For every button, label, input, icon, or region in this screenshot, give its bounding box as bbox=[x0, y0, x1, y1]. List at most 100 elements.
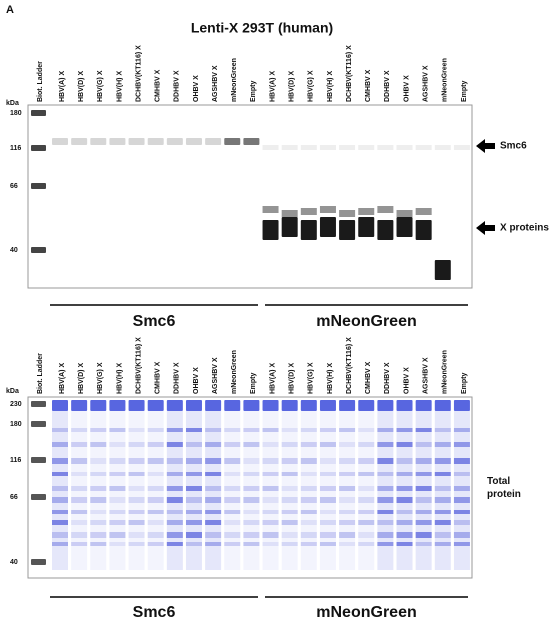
protein-band bbox=[377, 520, 394, 525]
protein-band bbox=[71, 472, 88, 476]
protein-band bbox=[52, 458, 68, 464]
protein-band bbox=[243, 442, 260, 447]
protein-band bbox=[396, 472, 413, 476]
kda-label: kDa bbox=[6, 100, 19, 107]
protein-band bbox=[262, 542, 279, 546]
protein-band bbox=[147, 542, 164, 546]
protein-band bbox=[358, 442, 375, 447]
protein-band bbox=[205, 458, 222, 464]
protein-band bbox=[377, 458, 394, 464]
protein-band bbox=[243, 428, 260, 432]
x-band-upper bbox=[319, 206, 336, 213]
top-band bbox=[434, 400, 451, 411]
protein-band bbox=[358, 520, 375, 525]
protein-band bbox=[281, 510, 298, 514]
protein-band bbox=[109, 542, 126, 546]
protein-band bbox=[281, 472, 298, 476]
protein-band bbox=[434, 458, 451, 464]
protein-band bbox=[434, 486, 451, 491]
protein-band bbox=[339, 542, 356, 546]
x-band bbox=[262, 220, 279, 240]
lane-label: OHBV X bbox=[403, 75, 410, 102]
ladder-band bbox=[31, 110, 46, 116]
protein-band bbox=[415, 458, 432, 464]
protein-band bbox=[300, 428, 317, 432]
top-band bbox=[224, 400, 241, 411]
marker-label: 230 bbox=[10, 401, 22, 408]
x-band bbox=[377, 220, 394, 240]
protein-band bbox=[90, 532, 107, 538]
protein-band bbox=[339, 520, 356, 525]
protein-band bbox=[262, 510, 279, 514]
smc6-band bbox=[224, 138, 241, 145]
protein-band bbox=[434, 520, 451, 525]
protein-band bbox=[396, 510, 413, 514]
protein-band bbox=[281, 497, 298, 503]
smc6-band bbox=[396, 145, 413, 150]
protein-band bbox=[434, 497, 451, 503]
protein-band bbox=[243, 532, 260, 538]
protein-band bbox=[319, 542, 336, 546]
lane-label: HBV(H) X bbox=[327, 363, 334, 394]
lane-smear bbox=[281, 410, 298, 570]
arrow bbox=[476, 221, 495, 235]
smc6-band bbox=[262, 145, 279, 150]
protein-band bbox=[377, 486, 394, 491]
lane-label: DCHBV(KT116) X bbox=[346, 45, 353, 102]
lane-smear bbox=[205, 410, 222, 570]
x-band bbox=[300, 220, 317, 240]
protein-band bbox=[166, 472, 183, 476]
protein-band bbox=[300, 532, 317, 538]
protein-band bbox=[415, 497, 432, 503]
protein-band bbox=[205, 520, 222, 525]
protein-band bbox=[377, 510, 394, 514]
top-band bbox=[147, 400, 164, 411]
protein-band bbox=[396, 497, 413, 503]
protein-band bbox=[415, 442, 432, 447]
annotation: X proteins bbox=[500, 223, 549, 234]
protein-band bbox=[281, 486, 298, 491]
protein-band bbox=[434, 472, 451, 476]
protein-band bbox=[262, 520, 279, 525]
protein-band bbox=[166, 520, 183, 525]
protein-band bbox=[224, 497, 241, 503]
protein-band bbox=[262, 497, 279, 503]
protein-band bbox=[415, 472, 432, 476]
protein-band bbox=[128, 532, 145, 538]
protein-band bbox=[224, 510, 241, 514]
top-band bbox=[205, 400, 222, 411]
top-band bbox=[109, 400, 126, 411]
smc6-band bbox=[71, 138, 88, 145]
protein-band bbox=[300, 442, 317, 447]
protein-band bbox=[205, 472, 222, 476]
lane-label: DDHBV X bbox=[174, 362, 181, 394]
top-band bbox=[90, 400, 107, 411]
protein-band bbox=[358, 428, 375, 432]
lane-label: CMHBV X bbox=[365, 69, 372, 102]
lane-label: Empty bbox=[461, 81, 468, 103]
lane-label: HBV(H) X bbox=[116, 363, 123, 394]
x-band-upper bbox=[281, 210, 298, 217]
protein-band bbox=[415, 486, 432, 491]
protein-band bbox=[71, 428, 88, 432]
protein-band bbox=[243, 472, 260, 476]
smc6-band bbox=[281, 145, 298, 150]
lane-smear bbox=[224, 410, 241, 570]
protein-band bbox=[205, 510, 222, 514]
group-label: Smc6 bbox=[133, 604, 176, 621]
protein-band bbox=[90, 442, 107, 447]
lane-smear bbox=[300, 410, 317, 570]
mneongreen-band bbox=[434, 260, 451, 280]
annotation: Total protein bbox=[487, 476, 521, 500]
ladder-band bbox=[31, 183, 46, 189]
marker-label: 66 bbox=[10, 494, 18, 501]
protein-band bbox=[109, 510, 126, 514]
marker-label: 180 bbox=[10, 110, 22, 117]
protein-band bbox=[453, 510, 470, 514]
protein-band bbox=[185, 497, 202, 503]
top-band bbox=[185, 400, 202, 411]
blot-frame bbox=[27, 104, 473, 289]
protein-band bbox=[109, 520, 126, 525]
lane-smear bbox=[243, 410, 260, 570]
protein-band bbox=[377, 532, 394, 538]
